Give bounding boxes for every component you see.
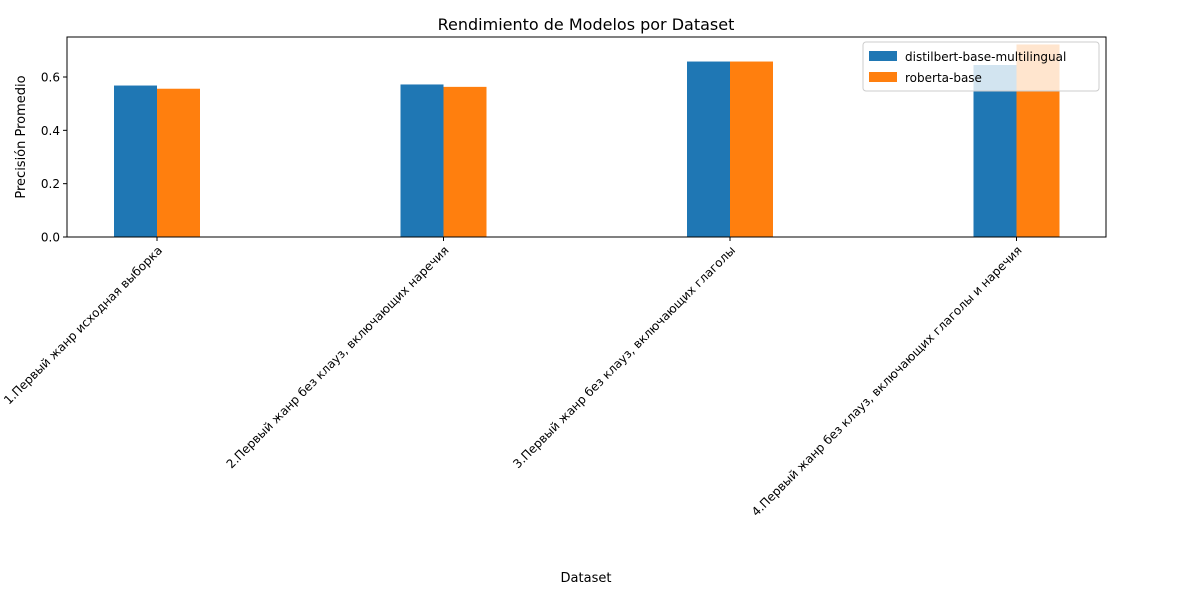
bar-distilbert-3 <box>687 61 730 238</box>
legend-label: distilbert-base-multilingual <box>905 50 1066 64</box>
legend: distilbert-base-multilingual roberta-base <box>862 41 1100 92</box>
x-tick-label: 3.Первый жанр без клауз, включающих глаг… <box>510 243 738 471</box>
x-tick-label: 2.Первый жанр без клауз, включающих наре… <box>224 243 452 471</box>
x-axis-label: Dataset <box>561 571 612 586</box>
y-axis-label: Precisión Promedio <box>14 75 29 198</box>
legend-label: roberta-base <box>905 71 982 85</box>
bar-distilbert-1 <box>114 85 157 238</box>
y-tick-label: 0.2 <box>41 177 60 191</box>
legend-swatch <box>869 51 897 61</box>
bar-roberta-2 <box>443 86 487 237</box>
chart-title: Rendimiento de Modelos por Dataset <box>438 15 735 34</box>
x-tick-label: 1.Первый жанр исходная выборка <box>1 243 165 407</box>
bar-roberta-3 <box>730 61 773 238</box>
y-tick-label: 0.0 <box>41 231 60 245</box>
y-tick-label: 0.4 <box>41 124 60 138</box>
legend-swatch <box>869 72 897 82</box>
y-tick-label: 0.6 <box>41 71 60 85</box>
bar-distilbert-2 <box>400 84 444 237</box>
bar-distilbert-4 <box>973 65 1017 237</box>
bar-roberta-1 <box>157 88 200 237</box>
bars-group <box>114 44 1060 238</box>
plot-area <box>66 36 1107 238</box>
legend-box <box>862 41 1100 92</box>
x-tick-label: 4.Первый жанр без клауз, включающих глаг… <box>749 243 1025 519</box>
